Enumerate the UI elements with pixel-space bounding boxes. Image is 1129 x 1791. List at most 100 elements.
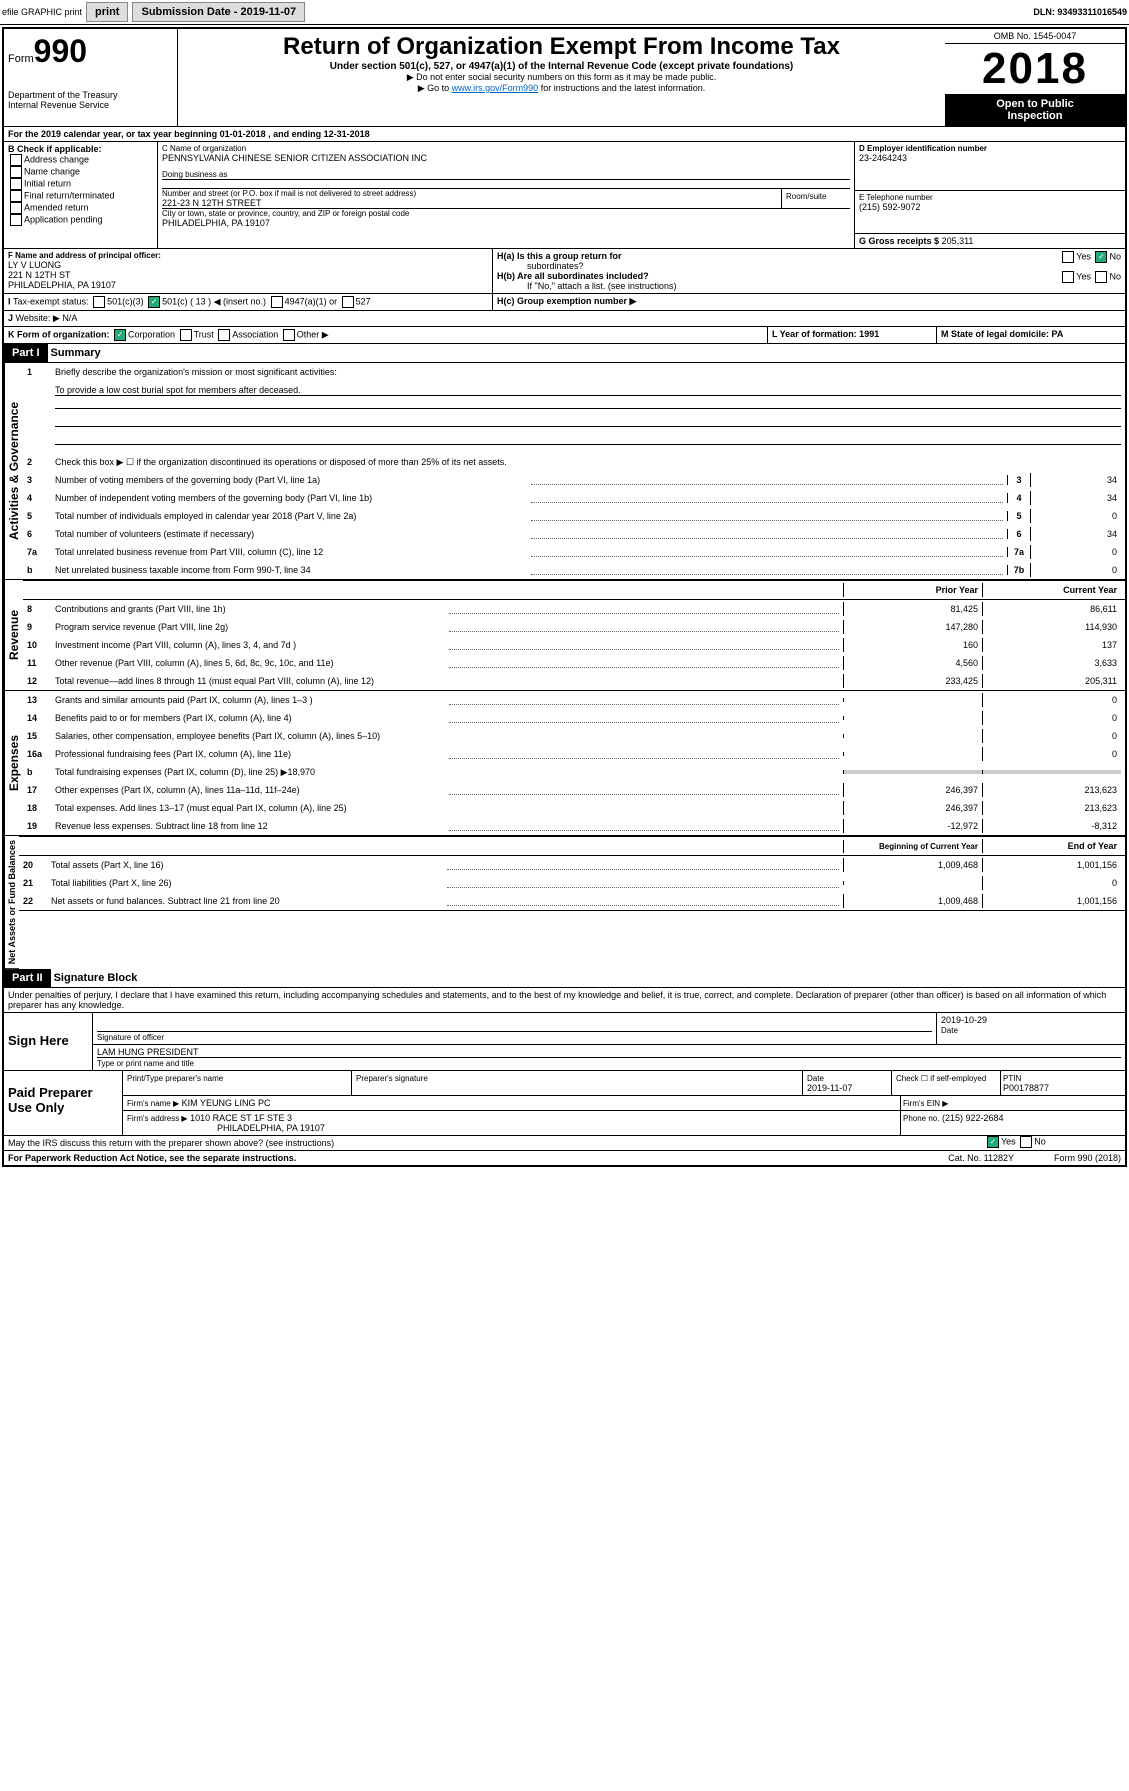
cb-other[interactable] [283, 329, 295, 341]
officer-addr2: PHILADELPHIA, PA 19107 [8, 280, 488, 290]
I2: 501(c) ( 13 ) ◀ (insert no.) [162, 296, 266, 306]
Hc: H(c) Group exemption number ▶ [497, 296, 636, 306]
v17c: 213,623 [982, 783, 1121, 797]
v9p: 147,280 [843, 620, 982, 634]
addr-lbl: Number and street (or P.O. box if mail i… [162, 189, 781, 198]
firm: KIM YEUNG LING PC [182, 1098, 271, 1108]
gov-label: Activities & Governance [4, 363, 23, 580]
pdate: 2019-11-07 [807, 1083, 852, 1093]
cb-initial[interactable] [10, 178, 22, 190]
l3: Number of voting members of the governin… [55, 475, 527, 485]
v19c: -8,312 [982, 819, 1121, 833]
E-lbl: E Telephone number [859, 193, 1121, 202]
rev-label: Revenue [4, 580, 23, 691]
b5: Application pending [24, 214, 103, 224]
y2: Yes [1076, 271, 1091, 281]
D-lbl: D Employer identification number [859, 144, 1121, 153]
v20c: 1,001,156 [982, 858, 1121, 872]
discuss: May the IRS discuss this return with the… [8, 1138, 334, 1148]
l16b: Total fundraising expenses (Part IX, col… [55, 767, 843, 778]
pra: For Paperwork Reduction Act Notice, see … [8, 1153, 296, 1163]
l1: Briefly describe the organization's miss… [55, 367, 1121, 377]
part1-hdr: Part I [4, 344, 48, 362]
v20p: 1,009,468 [843, 858, 982, 872]
cb-name-change[interactable] [10, 166, 22, 178]
cb-discuss-no[interactable] [1020, 1136, 1032, 1148]
Ha2: subordinates? [497, 261, 1121, 271]
v16ac: 0 [982, 747, 1121, 761]
v14c: 0 [982, 711, 1121, 725]
top-bar: efile GRAPHIC print print Submission Dat… [0, 0, 1129, 25]
form-label: Form [8, 53, 34, 65]
v19p: -12,972 [843, 819, 982, 833]
cb-501c[interactable]: ✓ [148, 296, 160, 308]
l18: Total expenses. Add lines 13–17 (must eq… [55, 803, 843, 813]
cb-addr-change[interactable] [10, 154, 22, 166]
mission: To provide a low cost burial spot for me… [55, 385, 1121, 396]
cb-4947[interactable] [271, 296, 283, 308]
officer-addr1: 221 N 12TH ST [8, 270, 488, 280]
l2: Check this box ▶ ☐ if the organization d… [55, 457, 1121, 468]
ein: 23-2464243 [859, 153, 1121, 163]
cb-ha-yes[interactable] [1062, 251, 1074, 263]
l4: Number of independent voting members of … [55, 493, 527, 503]
org-name: PENNSYLVANIA CHINESE SENIOR CITIZEN ASSO… [162, 153, 850, 163]
subtitle: Under section 501(c), 527, or 4947(a)(1)… [182, 61, 941, 72]
gross: 205,311 [942, 236, 974, 246]
py: Prior Year [843, 583, 982, 597]
efile-label: efile GRAPHIC print [2, 7, 82, 17]
n2: No [1109, 271, 1121, 281]
l7a: Total unrelated business revenue from Pa… [55, 547, 527, 557]
part2-hdr: Part II [4, 969, 51, 987]
irs-link[interactable]: www.irs.gov/Form990 [452, 83, 539, 93]
v14p [843, 716, 982, 720]
v3: 34 [1030, 473, 1121, 487]
city: PHILADELPHIA, PA 19107 [162, 218, 850, 228]
l15: Salaries, other compensation, employee b… [55, 731, 843, 741]
cb-discuss-yes[interactable]: ✓ [987, 1136, 999, 1148]
form-header: Form990 Department of the Treasury Inter… [4, 29, 1125, 127]
b4: Amended return [24, 202, 89, 212]
cb-final[interactable] [10, 190, 22, 202]
l11: Other revenue (Part VIII, column (A), li… [55, 658, 445, 668]
cb-hb-no[interactable] [1095, 271, 1107, 283]
note3: for instructions and the latest informat… [541, 83, 706, 93]
cb-hb-yes[interactable] [1062, 271, 1074, 283]
cb-amended[interactable] [10, 202, 22, 214]
ptin-lbl: PTIN [1003, 1074, 1021, 1083]
Hb: H(b) Are all subordinates included? [497, 271, 649, 281]
cb-corp[interactable]: ✓ [114, 329, 126, 341]
room-lbl: Room/suite [786, 192, 826, 201]
cb-trust[interactable] [180, 329, 192, 341]
K2: Trust [194, 329, 214, 339]
boy: Beginning of Current Year [843, 840, 982, 853]
eoy: End of Year [982, 839, 1121, 853]
dn: No [1034, 1137, 1046, 1147]
open: Open to Public [996, 98, 1074, 110]
v22c: 1,001,156 [982, 894, 1121, 908]
cb-501c3[interactable] [93, 296, 105, 308]
l22: Net assets or fund balances. Subtract li… [51, 896, 443, 906]
v12c: 205,311 [982, 674, 1121, 688]
v18p: 246,397 [843, 801, 982, 815]
cb-assoc[interactable] [218, 329, 230, 341]
faddr1: 1010 RACE ST 1F STE 3 [190, 1113, 292, 1123]
print-button[interactable]: print [86, 2, 128, 22]
v8p: 81,425 [843, 602, 982, 616]
b1: Name change [24, 166, 80, 176]
v4: 34 [1030, 491, 1121, 505]
K3: Association [232, 329, 278, 339]
exp-label: Expenses [4, 691, 23, 836]
faddr2: PHILADELPHIA, PA 19107 [127, 1123, 325, 1133]
cb-527[interactable] [342, 296, 354, 308]
fphone-lbl: Phone no. [903, 1114, 939, 1123]
dept: Department of the Treasury [8, 90, 173, 100]
note1: Do not enter social security numbers on … [416, 72, 716, 82]
phone: (215) 592-9072 [859, 202, 1121, 212]
city-lbl: City or town, state or province, country… [162, 209, 850, 218]
b2: Initial return [24, 178, 71, 188]
v13c: 0 [982, 693, 1121, 707]
cb-app-pending[interactable] [10, 214, 22, 226]
cb-ha-no[interactable]: ✓ [1095, 251, 1107, 263]
form-title: Return of Organization Exempt From Incom… [182, 33, 941, 61]
